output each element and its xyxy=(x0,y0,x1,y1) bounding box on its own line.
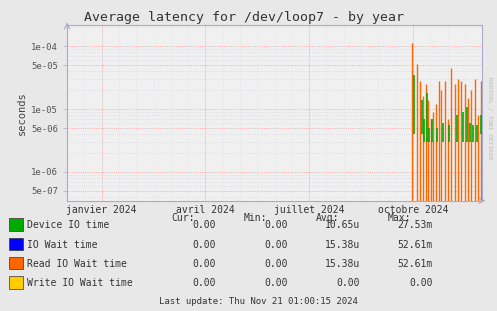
Text: 0.00: 0.00 xyxy=(193,220,216,230)
Text: 0.00: 0.00 xyxy=(265,259,288,269)
Text: Min:: Min: xyxy=(244,213,267,223)
Y-axis label: seconds: seconds xyxy=(17,91,27,135)
Text: 10.65u: 10.65u xyxy=(325,220,360,230)
Text: Device IO time: Device IO time xyxy=(27,220,109,230)
Text: 52.61m: 52.61m xyxy=(397,259,432,269)
Text: 0.00: 0.00 xyxy=(337,278,360,288)
Text: 0.00: 0.00 xyxy=(193,259,216,269)
Text: 0.00: 0.00 xyxy=(265,240,288,250)
Text: 0.00: 0.00 xyxy=(265,278,288,288)
Text: 0.00: 0.00 xyxy=(193,240,216,250)
Text: 52.61m: 52.61m xyxy=(397,240,432,250)
Text: Average latency for /dev/loop7 - by year: Average latency for /dev/loop7 - by year xyxy=(83,11,404,24)
Text: RRDTOOL / TOBI OETIKER: RRDTOOL / TOBI OETIKER xyxy=(487,77,492,160)
Text: Max:: Max: xyxy=(388,213,411,223)
Text: 15.38u: 15.38u xyxy=(325,240,360,250)
Text: 0.00: 0.00 xyxy=(265,220,288,230)
Text: IO Wait time: IO Wait time xyxy=(27,240,98,250)
Text: Cur:: Cur: xyxy=(171,213,195,223)
Text: Read IO Wait time: Read IO Wait time xyxy=(27,259,127,269)
Text: 15.38u: 15.38u xyxy=(325,259,360,269)
Text: Write IO Wait time: Write IO Wait time xyxy=(27,278,133,288)
Text: 27.53m: 27.53m xyxy=(397,220,432,230)
Text: Last update: Thu Nov 21 01:00:15 2024: Last update: Thu Nov 21 01:00:15 2024 xyxy=(159,297,358,306)
Text: 0.00: 0.00 xyxy=(193,278,216,288)
Text: 0.00: 0.00 xyxy=(409,278,432,288)
Text: Avg:: Avg: xyxy=(316,213,339,223)
